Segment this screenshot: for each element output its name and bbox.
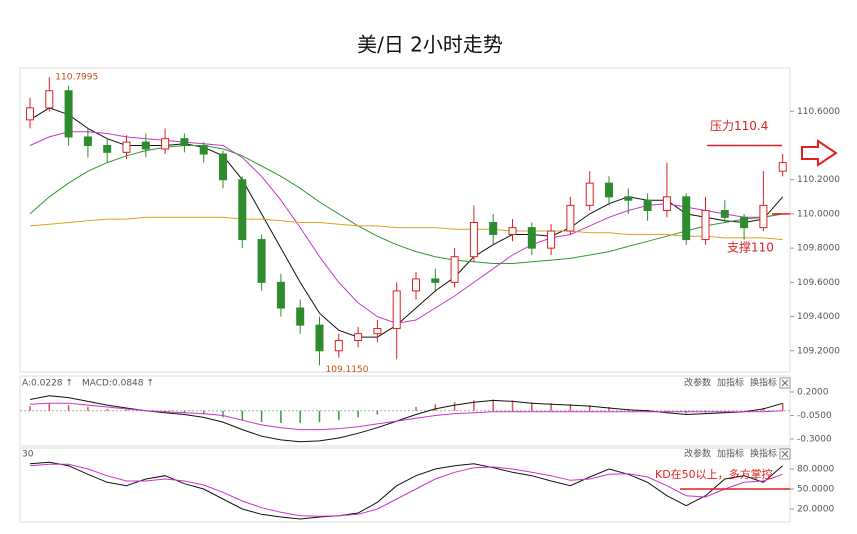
kd-frame [19,447,791,523]
candle-body [778,162,787,172]
candle-body [276,281,285,309]
candle-body [508,227,517,235]
candle-body [122,141,131,153]
toolbar-button[interactable]: 改参数 [684,448,711,460]
candle-body [585,182,594,206]
candle-body [469,221,478,258]
y-tick-label: -0.3000 [797,434,832,444]
toolbar-button[interactable]: 加指标 [717,448,744,460]
y-tick-label: 50.0000 [797,485,834,495]
candle-body [392,290,401,330]
legend-text: 30 [22,450,34,460]
indicator-line [29,216,783,241]
candle-body [527,227,536,249]
y-tick-label: 110.2000 [797,175,840,185]
candle-body [83,136,92,146]
indicator-line [29,145,783,264]
candle-body [103,144,112,153]
min-label: 109.1150 [326,365,369,375]
toolbar-button[interactable]: 改参数 [684,377,711,389]
candle-body [759,204,768,229]
candle-body [547,230,556,249]
candle-body [662,196,671,212]
max-label: 110.7995 [55,73,98,83]
candle-body [450,256,459,283]
candle-body [180,138,189,146]
y-tick-label: 109.4000 [797,312,840,322]
candle-body [412,278,420,292]
candle-body [64,90,73,138]
candle-body [238,179,247,241]
y-tick-label: 0.2000 [797,387,829,397]
chart-title: 美/日 2小时走势 [357,33,503,57]
indicator-line [29,463,783,517]
candle-body [431,278,440,283]
main-frame [19,67,791,373]
indicator-line [29,402,783,431]
y-tick-label: 109.2000 [797,346,840,356]
legend-text: A:0.0228 ↑ [22,379,73,389]
candle-body [373,328,382,335]
candle-body [354,333,363,342]
candle-body [45,90,54,109]
legend-text: MACD:0.0848 ↑ [82,379,154,389]
candle-body [26,107,34,121]
candle-body [296,307,305,326]
candle-body [489,221,498,235]
indicator-line [29,395,783,443]
toolbar-button[interactable]: 换指标 [750,377,777,389]
candle-body [566,204,575,232]
toolbar-button[interactable]: 换指标 [750,448,777,460]
candle-body [701,210,710,241]
candle-body [219,153,227,181]
kd-level-label: KD在50以上，多方掌控 [655,467,773,481]
resistance-label: 压力110.4 [710,119,768,133]
y-tick-label: 110.0000 [797,209,840,219]
candle-body [740,216,749,229]
y-tick-label: 20.0000 [797,505,834,515]
candle-body [624,196,633,201]
indicator-line [29,131,783,324]
arrow-icon [801,139,838,167]
indicator-line [29,107,784,338]
y-tick-label: 109.6000 [797,278,840,288]
candle-body [720,210,729,218]
candle-body [643,199,652,212]
toolbar-button[interactable]: 加指标 [717,377,744,389]
candle-body [141,141,150,150]
candle-body [605,182,613,198]
candle-body [161,138,170,150]
indicator-line [29,461,784,520]
y-tick-label: 110.6000 [797,107,840,117]
candle-body [199,144,208,155]
y-tick-label: 109.8000 [797,244,840,254]
candle-body [682,196,691,241]
close-icon [781,450,789,458]
support-label: 支撑110 [727,239,774,254]
candle-body [315,324,324,352]
candle-body [334,340,343,352]
y-tick-label: -0.0500 [797,411,832,421]
y-tick-label: 80.0000 [797,465,834,475]
candle-body [257,239,266,283]
close-icon [781,379,789,387]
